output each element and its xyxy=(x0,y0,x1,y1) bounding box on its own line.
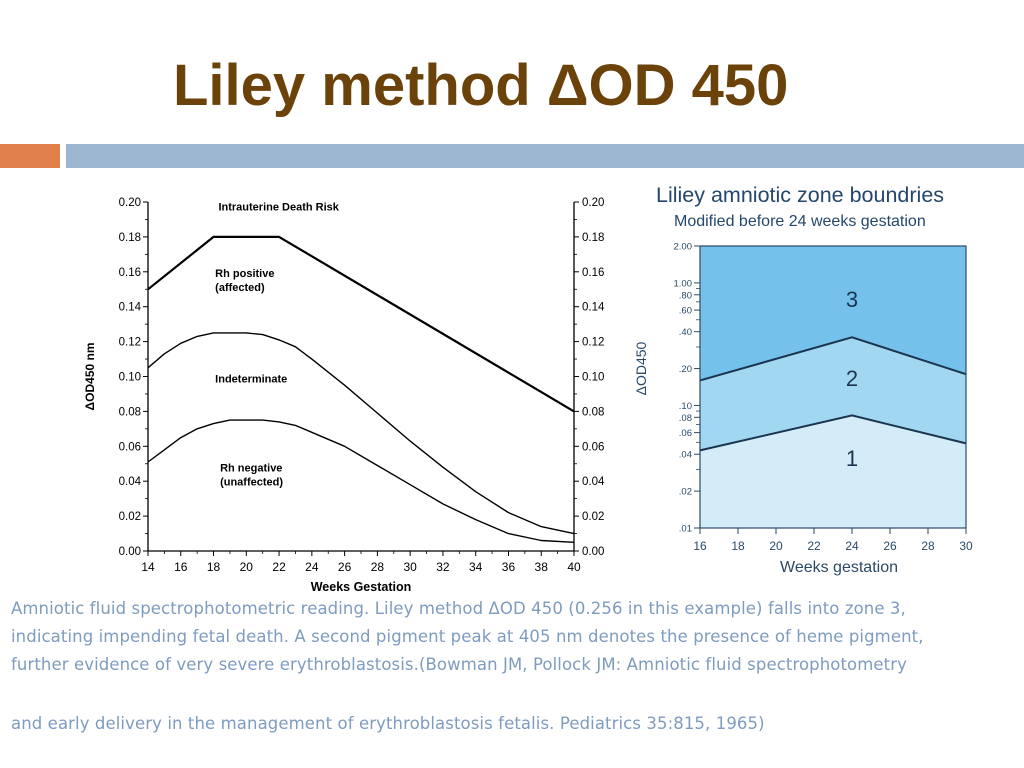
y-tick-label-left: 0.14 xyxy=(119,302,142,314)
zone-x-tick-label: 28 xyxy=(921,539,935,553)
y-tick-label-right: 0.14 xyxy=(582,302,605,314)
zone-chart-title: Liliey amniotic zone boundries xyxy=(656,183,944,207)
x-tick-label: 22 xyxy=(272,560,286,574)
series-line-2 xyxy=(147,332,575,535)
x-tick-label: 20 xyxy=(240,560,254,574)
x-tick-label: 38 xyxy=(535,560,549,574)
lower-zone-boundary xyxy=(699,414,967,452)
zone-3-label: 3 xyxy=(846,287,858,312)
x-tick-label: 26 xyxy=(338,560,352,574)
slide-title: Liley method ΔOD 450 xyxy=(173,53,789,118)
accent-bar-blue xyxy=(66,144,1024,168)
y-tick-label-right: 0.16 xyxy=(582,267,604,279)
annotation-label-3: Indeterminate xyxy=(215,374,287,386)
zone-x-tick-label: 26 xyxy=(883,539,897,553)
y-tick-label-left: 0.08 xyxy=(119,406,141,418)
y-tick-label-left: 0.04 xyxy=(119,476,142,488)
caption-line-4: and early delivery in the management of … xyxy=(11,714,765,733)
zone-x-axis-label: Weeks gestation xyxy=(780,559,898,576)
zone-y-tick-label: .02 xyxy=(679,487,692,498)
x-tick-label: 32 xyxy=(436,560,450,574)
zone-y-tick-label: .20 xyxy=(679,364,692,375)
zone-x-tick-label: 20 xyxy=(769,539,783,553)
caption-line-1: Amniotic fluid spectrophotometric readin… xyxy=(11,599,906,618)
zone-x-tick-label: 22 xyxy=(807,539,821,553)
y-tick-label-right: 0.08 xyxy=(582,406,604,418)
zone-y-tick-label: .06 xyxy=(679,428,692,439)
zone-3-area xyxy=(700,246,966,381)
caption-line-3: further evidence of very severe erythrob… xyxy=(11,655,907,674)
upper-zone-boundary xyxy=(699,336,967,382)
x-tick-label: 36 xyxy=(502,560,516,574)
y-tick-label-left: 0.06 xyxy=(119,441,141,453)
x-axis-label: Weeks Gestation xyxy=(311,580,412,594)
x-tick-label: 30 xyxy=(403,560,417,574)
zone-y-tick-label: .10 xyxy=(679,401,692,412)
zone-y-axis-label: ΔOD450 xyxy=(633,341,649,395)
x-tick-label: 40 xyxy=(567,560,581,574)
annotation-label-2: Rh positive xyxy=(215,268,274,280)
zone-2-area xyxy=(700,337,966,451)
y-tick-label-right: 0.02 xyxy=(582,511,604,523)
y-tick-label-left: 0.20 xyxy=(119,197,141,209)
y-tick-label-left: 0.16 xyxy=(119,267,141,279)
liley-zone-chart: 2.00 1.00.80 .60 .40 .20 .10.08 .06 .04 .02 .0116… xyxy=(633,183,973,576)
annotation-label-2: (affected) xyxy=(215,282,265,294)
x-tick-label: 16 xyxy=(174,560,188,574)
x-tick-label: 24 xyxy=(305,560,319,574)
zone-chart-subtitle: Modified before 24 weeks gestation xyxy=(674,213,926,230)
annotation-label-4: (unaffected) xyxy=(220,477,283,489)
zone-y-tick-label: .40 xyxy=(679,327,692,338)
y-tick-label-right: 0.18 xyxy=(582,232,604,244)
zone-x-tick-label: 16 xyxy=(693,539,707,553)
y-tick-label-right: 0.12 xyxy=(582,337,604,349)
annotation-label-4: Rh negative xyxy=(220,463,282,475)
caption-line-2: indicating impending fetal death. A seco… xyxy=(11,627,924,646)
liley-line-chart: 0.00 0.00 0.02 0.02 0.04 0.04 0.06 0.06 0.08 0.08… xyxy=(83,197,605,594)
y-tick-label-left: 0.10 xyxy=(119,372,141,384)
zone-chart-frame xyxy=(699,245,967,529)
y-tick-label-right: 0.00 xyxy=(582,546,604,558)
y-tick-label-right: 0.20 xyxy=(582,197,604,209)
zone-y-tick-label: 1.00 xyxy=(674,278,693,289)
x-tick-label: 28 xyxy=(371,560,385,574)
zone-y-tick-label: .04 xyxy=(679,450,692,461)
y-axis-label: ΔOD450 nm xyxy=(83,343,97,411)
annotation-label-1: Intrauterine Death Risk xyxy=(218,202,339,214)
y-tick-label-right: 0.04 xyxy=(582,476,605,488)
zone-1-label: 1 xyxy=(846,446,858,471)
accent-bar-orange xyxy=(0,144,60,168)
zone-y-tick-label: .60 xyxy=(679,306,692,317)
zone-y-tick-label: .80 xyxy=(679,290,692,301)
series-line-1 xyxy=(147,235,575,413)
zone-x-tick-label: 30 xyxy=(959,539,973,553)
x-tick-label: 14 xyxy=(141,560,155,574)
zone-2-label: 2 xyxy=(846,366,858,391)
x-tick-label: 18 xyxy=(207,560,221,574)
y-tick-label-left: 0.02 xyxy=(119,511,141,523)
y-tick-label-right: 0.10 xyxy=(582,372,604,384)
zone-1-area xyxy=(700,415,966,528)
y-tick-label-left: 0.12 xyxy=(119,337,141,349)
y-tick-label-left: 0.18 xyxy=(119,232,141,244)
zone-y-tick-label: .01 xyxy=(679,524,692,535)
zone-x-tick-label: 24 xyxy=(845,539,859,553)
y-tick-label-left: 0.00 xyxy=(119,546,141,558)
zone-x-tick-label: 18 xyxy=(731,539,745,553)
y-tick-label-right: 0.06 xyxy=(582,441,604,453)
series-line-3 xyxy=(147,419,575,543)
zone-y-tick-label: 2.00 xyxy=(674,242,693,253)
x-tick-label: 34 xyxy=(469,560,483,574)
zone-y-tick-label: .08 xyxy=(679,413,692,424)
